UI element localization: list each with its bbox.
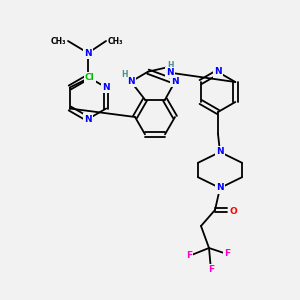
- Text: F: F: [186, 251, 192, 260]
- Text: N: N: [214, 68, 222, 76]
- Text: N: N: [216, 148, 224, 157]
- Text: N: N: [171, 77, 179, 86]
- Text: F: F: [208, 266, 214, 274]
- Text: N: N: [127, 77, 135, 86]
- Text: CH₃: CH₃: [108, 37, 124, 46]
- Text: N: N: [102, 83, 110, 92]
- Text: N: N: [166, 68, 174, 77]
- Text: F: F: [224, 250, 230, 259]
- Text: N: N: [84, 49, 92, 58]
- Text: H: H: [121, 70, 127, 79]
- Text: N: N: [216, 184, 224, 193]
- Text: CH₃: CH₃: [50, 37, 66, 46]
- Text: Cl: Cl: [85, 73, 95, 82]
- Text: N: N: [84, 115, 92, 124]
- Text: H: H: [167, 61, 173, 70]
- Text: O: O: [229, 208, 237, 217]
